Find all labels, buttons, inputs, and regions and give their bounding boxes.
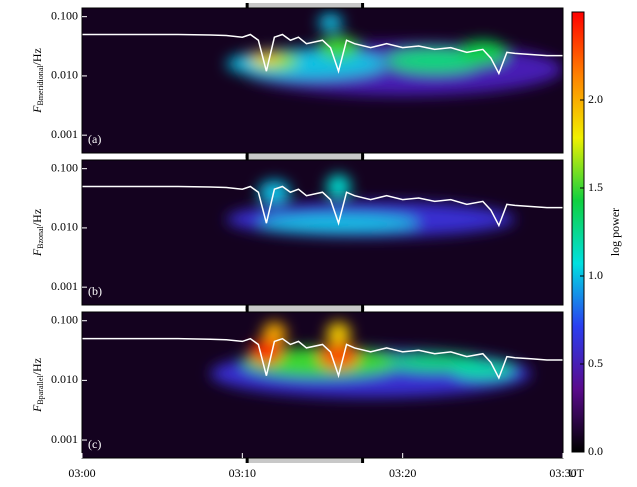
x-tick-label: 03:10 — [229, 466, 256, 480]
power-blob — [458, 40, 507, 65]
y-tick-label: 0.010 — [51, 220, 78, 234]
colorbar-tick-label: 0.0 — [588, 444, 603, 458]
y-axis-label: FBmeridional/Hz — [30, 48, 45, 114]
power-blob — [386, 48, 483, 73]
y-label-symbol: F — [30, 248, 44, 257]
x-tick-label: 03:30 — [549, 466, 576, 480]
x-axis-label: UT — [568, 466, 585, 480]
y-tick-label: 0.010 — [51, 372, 78, 386]
power-blob — [318, 344, 359, 369]
panel-label: (b) — [88, 284, 102, 298]
y-label-unit: /Hz — [30, 209, 44, 226]
spectrum — [82, 322, 563, 398]
y-tick-label: 0.100 — [51, 312, 78, 326]
y-label-subscript: Bzonal — [36, 225, 45, 248]
power-blob — [318, 13, 343, 32]
power-blob — [226, 49, 387, 79]
interval-edge — [361, 458, 365, 463]
cutoff-line — [82, 337, 563, 380]
power-blob — [250, 339, 283, 364]
colorbar-tick-label: 0.5 — [588, 356, 603, 370]
colorbar-tick-label: 1.0 — [588, 268, 603, 282]
y-label-symbol: F — [30, 404, 44, 413]
power-blob — [326, 322, 351, 346]
y-label-unit: /Hz — [30, 358, 44, 375]
colorbar-label: log power — [608, 208, 622, 256]
x-tick-label: 03:00 — [68, 466, 95, 480]
interval-edge — [245, 3, 249, 8]
panel-frame — [81, 159, 564, 306]
y-axis-label: FBzonal/Hz — [30, 209, 45, 257]
y-tick-label: 0.001 — [51, 127, 78, 141]
colorbar — [571, 11, 585, 453]
y-tick-label: 0.001 — [51, 432, 78, 446]
y-label-subscript: Bparallel — [36, 375, 45, 405]
interval-edge — [361, 155, 365, 160]
cutoff-line — [82, 185, 563, 228]
panel-label: (c) — [88, 437, 101, 451]
y-label-unit: /Hz — [30, 48, 44, 65]
spectrum — [82, 174, 563, 238]
power-blob — [326, 174, 351, 199]
y-label-symbol: F — [30, 105, 44, 114]
y-tick-label: 0.100 — [51, 8, 78, 22]
y-tick-label: 0.010 — [51, 68, 78, 82]
power-blob — [318, 35, 359, 60]
colorbar-tick-label: 2.0 — [588, 92, 603, 106]
y-label-subscript: Bmeridional — [36, 65, 45, 106]
interval-edge — [245, 458, 249, 463]
panel-frame — [81, 7, 564, 154]
interval-edge — [361, 307, 365, 312]
cutoff-line — [82, 33, 563, 76]
interval-edge — [245, 307, 249, 312]
x-tick-label: 03:20 — [389, 466, 416, 480]
spectrum-blur — [210, 322, 531, 398]
y-axis-label: FBparallel/Hz — [30, 358, 45, 413]
spectrum — [82, 13, 563, 96]
y-tick-label: 0.001 — [51, 279, 78, 293]
colorbar-tick-label: 1.5 — [588, 180, 603, 194]
interval-edge — [245, 155, 249, 160]
interval-edge — [361, 3, 365, 8]
panel-label: (a) — [88, 132, 101, 146]
panel-frame — [81, 311, 564, 459]
spectrum-blur — [226, 13, 563, 96]
power-blob — [250, 52, 283, 64]
power-blob — [450, 360, 515, 379]
y-tick-label: 0.100 — [51, 160, 78, 174]
